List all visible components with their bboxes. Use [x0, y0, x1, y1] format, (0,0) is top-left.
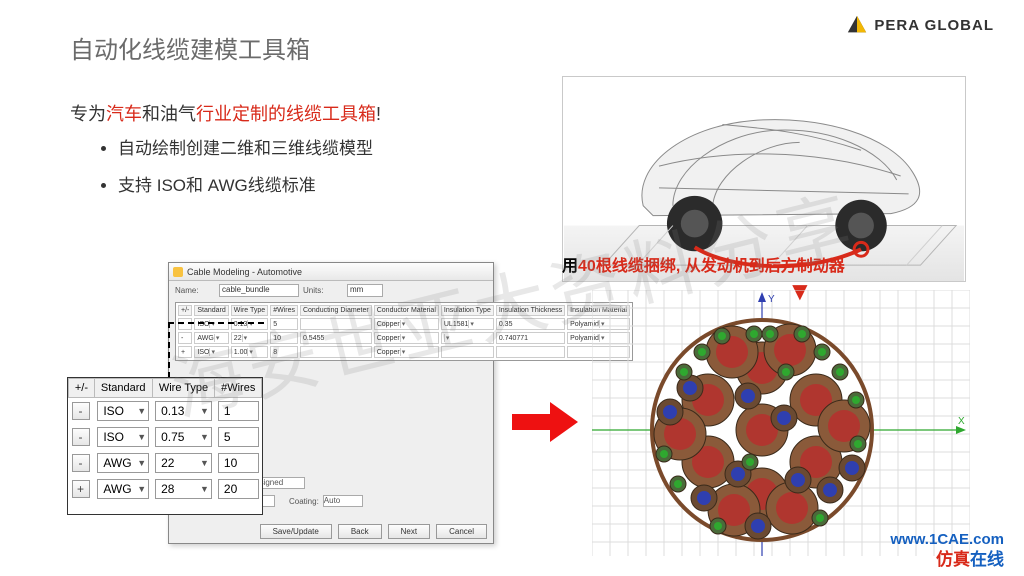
- footer-brand-b: 在线: [970, 550, 1004, 569]
- th4: Conducting Diameter: [300, 305, 372, 316]
- units-label: Units:: [303, 286, 343, 295]
- dialog-title: Cable Modeling - Automotive: [187, 267, 302, 277]
- zoom-table: +/- Standard Wire Type #Wires -ISO▼0.13▼…: [67, 377, 263, 515]
- cancel-button[interactable]: Cancel: [436, 524, 487, 539]
- th0: +/-: [178, 305, 192, 316]
- logo-icon: [846, 14, 868, 36]
- coat-label: Coating:: [289, 497, 319, 506]
- page-title: 自动化线缆建模工具箱: [70, 30, 310, 65]
- dialog-buttons: Save/Update Back Next Cancel: [260, 524, 487, 539]
- subtitle: 专为汽车和油气行业定制的线缆工具箱!: [70, 100, 381, 126]
- subtitle-mid: 和油气: [142, 104, 196, 124]
- subtitle-hl1: 汽车: [106, 104, 142, 124]
- dialog-icon: [173, 267, 183, 277]
- table-row[interactable]: +AWG▼28▼20: [69, 476, 262, 502]
- bullet-2: 支持 ISO和 AWG线缆标准: [118, 171, 373, 196]
- th7: Insulation Thickness: [496, 305, 565, 316]
- dialog-titlebar: Cable Modeling - Automotive: [169, 263, 493, 281]
- th5: Conductor Material: [374, 305, 439, 316]
- zh1: Standard: [94, 379, 152, 398]
- bullet-list: 自动绘制创建二维和三维线缆模型 支持 ISO和 AWG线缆标准: [100, 134, 373, 208]
- next-button[interactable]: Next: [388, 524, 430, 539]
- subtitle-post: !: [376, 104, 381, 124]
- back-button[interactable]: Back: [338, 524, 382, 539]
- bullet-1: 自动绘制创建二维和三维线缆模型: [118, 134, 373, 159]
- th2: Wire Type: [231, 305, 268, 316]
- svg-text:Y: Y: [768, 294, 775, 305]
- svg-text:X: X: [958, 416, 965, 427]
- car-caption-pre: 用: [562, 258, 578, 275]
- name-label: Name:: [175, 286, 215, 295]
- units-select[interactable]: mm: [347, 284, 383, 297]
- car-caption: 用40根线缆捆绑, 从发动机到后方制动器: [562, 252, 966, 276]
- logo: PERA GLOBAL: [846, 14, 994, 36]
- save-button[interactable]: Save/Update: [260, 524, 332, 539]
- name-input[interactable]: cable_bundle: [219, 284, 299, 297]
- red-arrow-icon: [510, 400, 580, 449]
- th1: Standard: [194, 305, 228, 316]
- zh0: +/-: [69, 379, 95, 398]
- car-caption-hl: 40根线缆捆绑, 从发动机到后方制动器: [578, 258, 845, 275]
- footer-brand: 仿真在线: [936, 545, 1004, 570]
- table-row[interactable]: -AWG▼22▼10: [69, 450, 262, 476]
- th3: #Wires: [270, 305, 298, 316]
- subtitle-hl2: 行业定制的线缆工具箱: [196, 104, 376, 124]
- zh3: #Wires: [215, 379, 262, 398]
- table-row[interactable]: -ISO▼0.75▼5: [69, 424, 262, 450]
- footer-brand-a: 仿真: [936, 550, 970, 569]
- cable-cross-section: YX: [592, 290, 970, 556]
- zh2: Wire Type: [152, 379, 215, 398]
- table-row[interactable]: -ISO▼0.13▼1: [69, 398, 262, 425]
- zoom-dash: [168, 322, 264, 378]
- subtitle-pre: 专为: [70, 104, 106, 124]
- th6: Insulation Type: [441, 305, 494, 316]
- coat-input[interactable]: Auto: [323, 495, 363, 507]
- logo-text: PERA GLOBAL: [874, 17, 994, 34]
